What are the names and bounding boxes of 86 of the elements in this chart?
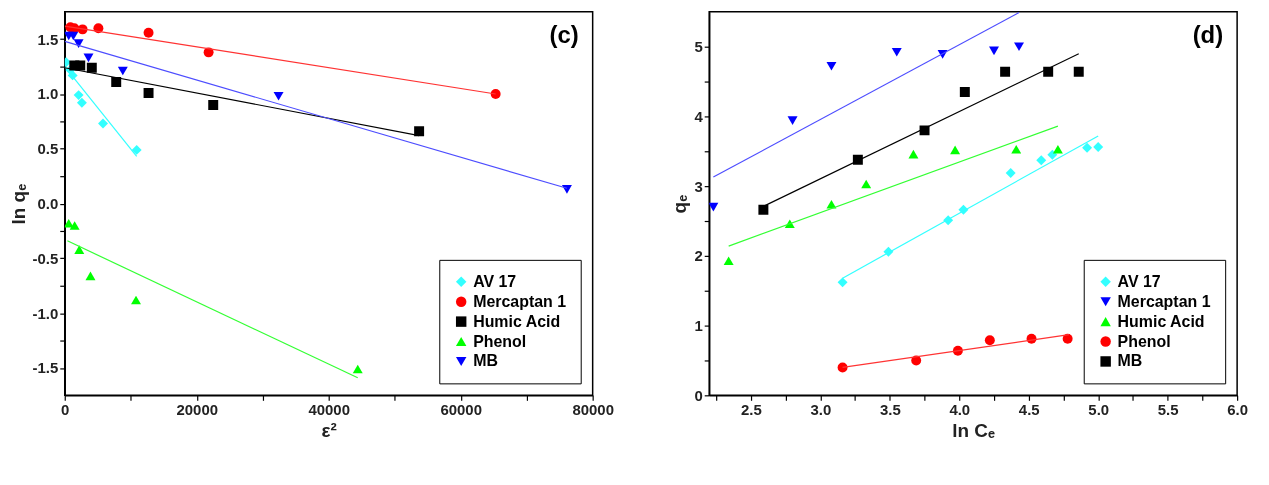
y-tick-label: -1.0 (32, 304, 59, 322)
point (414, 126, 425, 137)
point (1082, 142, 1093, 153)
y-tick-label: 2 (694, 247, 703, 265)
x-tick-label: 20000 (176, 400, 218, 418)
y-axis-title: qₑ (669, 194, 691, 214)
y-tick-label: -1.5 (32, 359, 59, 377)
point (75, 60, 86, 71)
y-tick-label: 0 (694, 386, 703, 404)
x-tick-label: 3.5 (879, 400, 901, 418)
legend-label: Phenol (1117, 332, 1171, 350)
x-axis-title: ε² (321, 419, 337, 441)
point (74, 245, 85, 254)
point (1036, 155, 1047, 166)
y-tick-label: 1.0 (37, 85, 59, 103)
x-tick-label: 5.5 (1157, 400, 1179, 418)
point (76, 97, 87, 108)
point (68, 31, 79, 41)
y-tick-label: 3 (694, 177, 703, 195)
y-tick-label: 1 (694, 317, 703, 335)
point (131, 295, 141, 305)
point (891, 47, 902, 57)
x-tick-label: 60000 (440, 400, 482, 418)
x-tick-label: 0 (61, 400, 70, 418)
point (1073, 66, 1084, 77)
y-axis-title: ln qₑ (7, 183, 29, 225)
point (208, 99, 219, 110)
point (1043, 66, 1054, 77)
point (861, 179, 872, 189)
point (1000, 66, 1011, 77)
x-tick-label: 40000 (308, 400, 350, 418)
point (490, 89, 501, 99)
point (1005, 167, 1016, 178)
point (984, 335, 995, 346)
point (69, 221, 80, 230)
point (787, 116, 798, 125)
y-tick-label: 5 (694, 38, 703, 56)
point (98, 118, 108, 129)
legend-label: Mercaptan 1 (473, 292, 567, 310)
point (131, 144, 142, 155)
point (111, 76, 122, 87)
x-axis-title: ln Cₑ (952, 419, 996, 441)
point (1093, 142, 1104, 153)
point (1052, 144, 1063, 154)
legend-label: AV 17 (1117, 272, 1161, 290)
point (908, 149, 919, 159)
point (143, 87, 154, 98)
legend-label: Mercaptan 1 (1117, 292, 1211, 310)
legend-label: MB (473, 352, 498, 370)
point (709, 202, 719, 212)
point (723, 256, 734, 266)
point (143, 27, 154, 38)
annotation: (d) (1192, 20, 1224, 48)
point (959, 87, 970, 97)
point (117, 66, 128, 76)
legend-label: AV 17 (473, 272, 517, 290)
point (85, 271, 96, 281)
point (273, 91, 284, 101)
point (86, 62, 97, 73)
x-tick-label: 4.0 (949, 400, 971, 418)
x-tick-label: 5.0 (1088, 400, 1110, 418)
x-tick-label: 2.5 (741, 400, 762, 418)
point (950, 145, 961, 155)
y-tick-label: 1.5 (37, 30, 59, 48)
point (758, 204, 769, 215)
y-tick-label: 4 (694, 107, 704, 125)
point (1047, 149, 1058, 160)
point (1014, 42, 1024, 52)
legend-label: Humic Acid (473, 312, 561, 330)
y-tick-label: 0.5 (37, 140, 59, 158)
x-tick-label: 80000 (572, 400, 614, 418)
point (1011, 144, 1022, 154)
point (826, 61, 837, 71)
y-tick-label: 0.0 (37, 195, 59, 213)
x-tick-label: 3.0 (810, 400, 832, 418)
legend-label: MB (1117, 352, 1143, 370)
x-tick-label: 4.5 (1018, 400, 1040, 418)
point (73, 39, 84, 48)
point (73, 90, 84, 101)
x-tick-label: 6.0 (1227, 400, 1249, 418)
point (352, 364, 363, 374)
legend-label: Humic Acid (1117, 312, 1205, 330)
point (837, 277, 848, 288)
y-tick-label: -0.5 (32, 249, 59, 267)
legend-label: Phenol (473, 332, 527, 350)
annotation: (c) (549, 20, 579, 48)
